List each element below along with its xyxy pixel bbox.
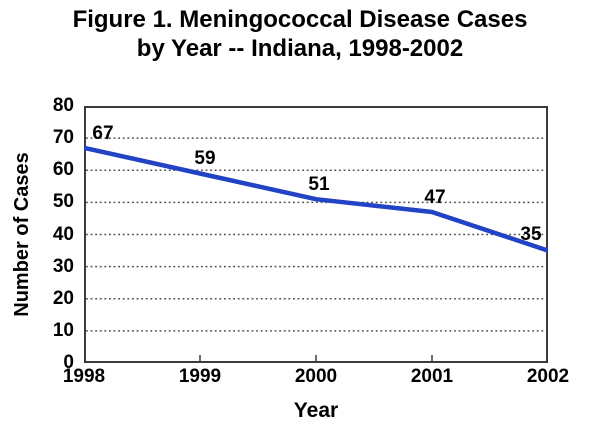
- y-tick-label: 40: [52, 223, 74, 245]
- chart-title: Figure 1. Meningococcal Disease Cases by…: [0, 5, 600, 63]
- data-label: 51: [308, 174, 330, 196]
- chart-title-line-2: by Year -- Indiana, 1998-2002: [136, 35, 464, 62]
- y-tick-label: 50: [52, 191, 74, 213]
- y-tick-label: 0: [63, 352, 74, 373]
- x-tick-label: 1998: [62, 366, 106, 387]
- y-tick-label: 70: [52, 127, 74, 149]
- y-tick-label: 20: [52, 287, 74, 309]
- data-label: 67: [92, 122, 114, 144]
- plot-area: [84, 106, 548, 363]
- chart-title-line-1: Figure 1. Meningococcal Disease Cases: [72, 6, 528, 33]
- y-tick-label: 10: [52, 319, 74, 341]
- x-tick-label: 2001: [410, 366, 454, 387]
- y-tick-label: 30: [52, 255, 74, 277]
- y-tick-label: 60: [52, 159, 74, 181]
- series-line: [84, 145, 548, 253]
- data-label: 47: [424, 187, 446, 208]
- x-tick-label: 1999: [178, 366, 222, 387]
- y-tick-label: 80: [52, 95, 74, 116]
- data-label: 35: [520, 223, 542, 245]
- x-tick-label: 2002: [526, 366, 570, 387]
- data-label: 59: [194, 148, 216, 170]
- x-axis-title: Year: [293, 399, 339, 422]
- x-tick-label: 2000: [294, 366, 338, 387]
